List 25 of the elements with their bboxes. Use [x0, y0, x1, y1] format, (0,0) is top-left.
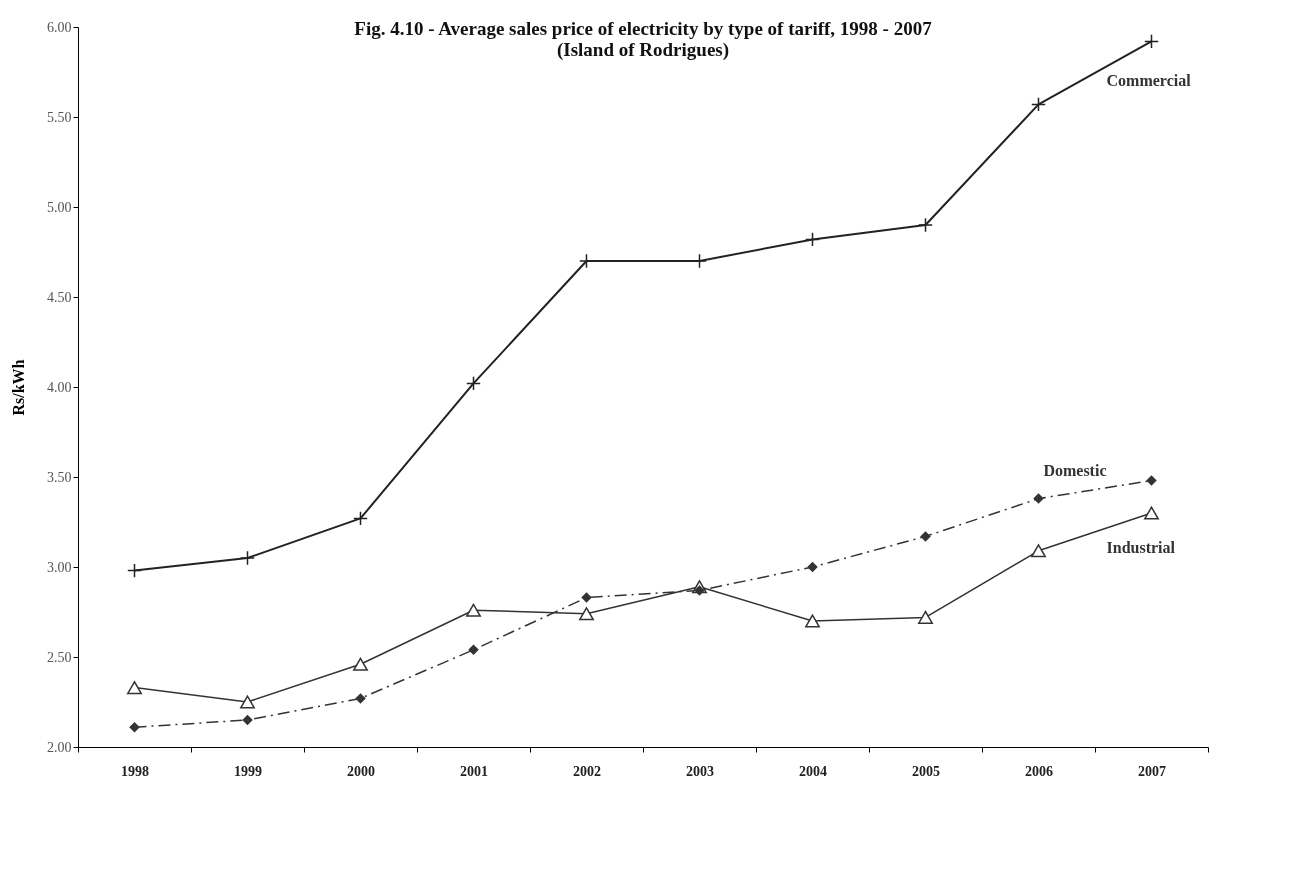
x-tick-label: 2007 [1138, 763, 1166, 779]
text: Fig. 4.10 - Average sales price of electricity by type of tariff, 1998 - 2007 [354, 18, 932, 39]
x-tick-label: 2006 [1025, 763, 1053, 779]
x-tick-label: 2002 [573, 763, 601, 779]
series-label: Industrial [1106, 539, 1176, 556]
series-label: Domestic [1043, 461, 1107, 479]
x-tick-label: 2004 [799, 763, 827, 779]
series-label: Commercial [1106, 72, 1192, 90]
y-tick-label: 5.50 [47, 109, 72, 125]
x-tick-label: 2001 [460, 763, 488, 779]
y-tick-label: 6.00 [47, 19, 72, 35]
y-tick-label: 3.00 [47, 559, 72, 575]
x-tick-label: 1999 [234, 763, 262, 779]
y-tick-label: 5.00 [47, 199, 72, 215]
y-axis-title: Rs/kWh [10, 359, 27, 416]
y-tick-label: 4.00 [47, 379, 72, 395]
y-tick-label: 3.50 [47, 469, 72, 485]
text: (Island of Rodrigues) [556, 39, 730, 60]
y-tick-label: 2.00 [47, 739, 72, 755]
x-tick-label: 2003 [686, 763, 714, 779]
x-tick-label: 2005 [912, 763, 940, 779]
y-tick-label: 2.50 [47, 649, 72, 665]
x-tick-label: 1998 [121, 763, 149, 779]
x-tick-label: 2000 [347, 763, 375, 779]
y-tick-label: 4.50 [47, 289, 72, 305]
